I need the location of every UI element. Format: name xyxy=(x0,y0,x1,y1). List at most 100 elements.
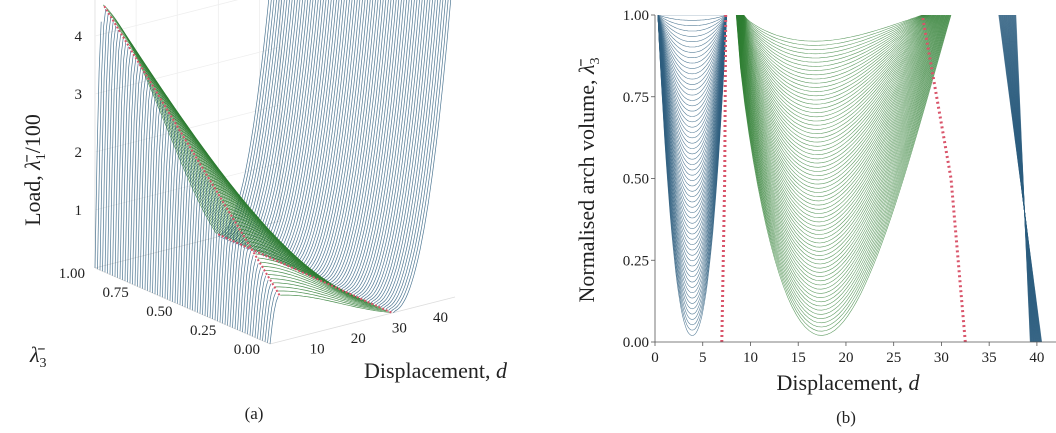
panel-b-curve xyxy=(657,15,727,69)
panel-b-curve xyxy=(657,15,727,278)
panel-a-curve xyxy=(259,279,269,340)
panel-b-curve xyxy=(657,15,727,240)
panel-b-x-tick-label: 0 xyxy=(651,350,659,366)
panel-b-curve xyxy=(657,15,727,53)
panel-b-curve xyxy=(657,15,727,155)
panel-b-curve xyxy=(657,15,727,27)
panel-a-curve xyxy=(323,0,379,283)
panel-b-curve xyxy=(657,15,727,171)
panel-b-curve xyxy=(657,15,727,213)
panel-b-curve xyxy=(739,15,938,198)
panel-a-curve xyxy=(353,0,410,296)
panel-b-curve xyxy=(657,15,727,43)
panel-a-curve xyxy=(300,0,355,273)
panel-b-curve xyxy=(657,15,727,85)
panel-a-curve xyxy=(144,88,154,290)
panel-a-curve xyxy=(248,0,301,250)
panel-a-curve xyxy=(343,0,400,292)
panel-a-curve xyxy=(204,188,214,316)
panel-b-curve xyxy=(657,15,727,128)
panel-a-curve xyxy=(358,0,415,298)
panel-a-curve xyxy=(272,282,384,310)
panel-b-curve xyxy=(740,15,934,156)
panel-a-curve xyxy=(97,9,107,270)
panel-b-curve xyxy=(736,15,949,311)
panel-a-curve xyxy=(267,274,379,308)
panel-b-curve xyxy=(737,15,945,265)
panel-b-curve xyxy=(657,15,727,203)
panel-a-curve xyxy=(107,25,117,274)
panel-b-y-tick-label: 0.75 xyxy=(623,90,649,106)
panel-b-curve xyxy=(657,15,727,48)
panel-b-curve xyxy=(738,15,943,244)
panel-a-z-tick-label: 3 xyxy=(75,87,83,103)
panel-a-y-tick-label: 0.50 xyxy=(146,304,172,320)
panel-b-curve xyxy=(739,15,939,210)
panel-a-curve xyxy=(290,0,345,269)
panel-b-curve xyxy=(740,15,934,151)
panel-a-curve xyxy=(139,79,149,288)
panel-a-curve xyxy=(320,0,376,282)
panel-b-curve xyxy=(741,15,931,122)
panel-b-curve xyxy=(657,15,727,59)
panel-b-curve xyxy=(743,15,924,55)
panel-b-curve xyxy=(740,15,935,164)
panel-a-curve xyxy=(368,0,426,303)
panel-a-curve xyxy=(265,269,377,307)
panel-b-curve xyxy=(657,15,727,37)
panel-b-curve xyxy=(657,15,727,80)
panel-b-curve xyxy=(657,15,727,262)
panel-b-curves xyxy=(657,15,1043,342)
panel-a-curve xyxy=(149,96,159,292)
panel-b-2d-plot: 0 5 10 15 20 25 30 35 40 0.00 0.25 0.50 0.75 1.00 No… xyxy=(574,8,1056,427)
panel-a-curve xyxy=(270,278,382,309)
panel-b-x-tick-label: 40 xyxy=(1029,350,1044,366)
panel-b-curve xyxy=(657,15,727,139)
panel-a-curve xyxy=(233,0,285,244)
panel-a-curve xyxy=(237,242,247,330)
panel-b-curve xyxy=(657,15,727,224)
panel-a-curve xyxy=(315,0,371,280)
panel-a-curve xyxy=(338,0,394,290)
panel-b-curve xyxy=(657,15,727,235)
panel-a-y-axis-title: λ̄3 xyxy=(29,342,47,371)
panel-a-curve xyxy=(318,0,374,281)
panel-b-x-axis-title: Displacement, d xyxy=(777,370,921,395)
panel-a-curve xyxy=(373,0,431,305)
panel-b-curve xyxy=(739,15,937,185)
panel-a-limit-curve xyxy=(215,232,392,314)
panel-a-curve xyxy=(295,0,350,271)
panel-b-curve xyxy=(742,15,929,101)
panel-b-y-tick-label: 0.00 xyxy=(623,335,649,351)
panel-b-curve xyxy=(738,15,941,231)
panel-b-curve xyxy=(741,15,930,113)
panel-b-curve xyxy=(740,15,935,160)
panel-b-x-tick-label: 35 xyxy=(982,350,997,366)
panel-a-curve xyxy=(134,71,144,286)
panel-b-curve xyxy=(657,15,727,267)
panel-a-curve xyxy=(313,0,368,279)
panel-a-z-tick-label: 2 xyxy=(75,145,83,161)
panel-a-curve xyxy=(262,265,374,305)
panel-a-curve xyxy=(199,180,209,314)
panel-b-curve xyxy=(657,15,727,91)
panel-a-gridline xyxy=(94,0,239,37)
panel-a-curve xyxy=(308,0,363,277)
panel-a-curve xyxy=(355,0,413,297)
panel-a-curve xyxy=(267,292,277,343)
panel-a-curve xyxy=(264,287,274,342)
panel-a-curve xyxy=(218,0,270,237)
panel-b-curve xyxy=(742,15,928,92)
panel-a-curve xyxy=(360,0,418,299)
panel-b-curve xyxy=(742,15,926,71)
panel-b-curve xyxy=(739,15,939,202)
panel-a-curve xyxy=(114,38,124,277)
panel-b-curve xyxy=(657,15,727,246)
panel-b-curve xyxy=(740,15,935,168)
panel-b-curve xyxy=(742,15,925,67)
panel-b-curve xyxy=(738,15,941,223)
panel-a-curve xyxy=(197,175,207,313)
panel-a-curve xyxy=(147,92,157,291)
panel-a-curve xyxy=(348,0,405,294)
panel-a-curve xyxy=(252,267,262,337)
